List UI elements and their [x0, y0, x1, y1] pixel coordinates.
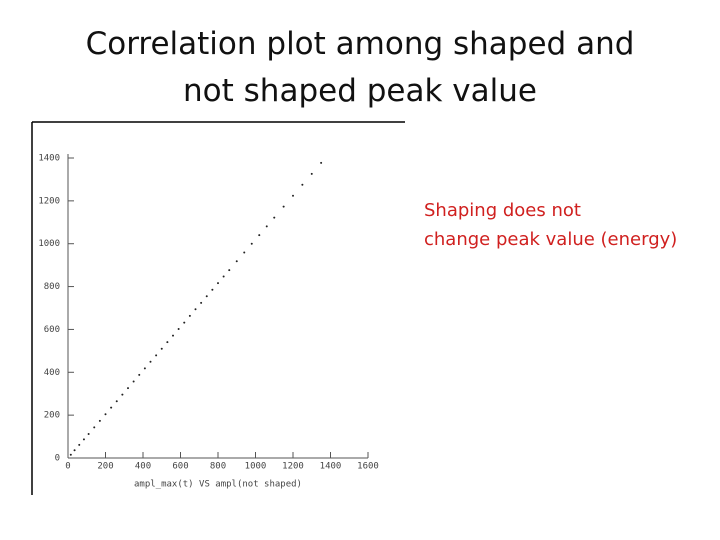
- x-tick-label: 800: [210, 462, 226, 472]
- point: [127, 387, 129, 390]
- point: [258, 234, 261, 237]
- point: [69, 453, 72, 456]
- x-axis-label: ampl_max(t) VS ampl(not shaped): [134, 480, 302, 490]
- point: [194, 308, 197, 311]
- y-tick-label: 1400: [38, 154, 60, 164]
- point: [132, 380, 135, 383]
- point: [292, 194, 294, 197]
- point: [110, 406, 113, 409]
- annotation: Shaping does not: [424, 200, 581, 221]
- point: [301, 183, 304, 186]
- point: [78, 443, 81, 446]
- point: [273, 216, 276, 219]
- point: [82, 438, 85, 441]
- y-tick-label: 200: [44, 411, 60, 421]
- point: [87, 433, 90, 435]
- point: [222, 275, 225, 278]
- point: [200, 301, 203, 304]
- point: [98, 419, 101, 422]
- x-tick-label: 1400: [320, 462, 342, 472]
- x-tick-label: 1200: [282, 462, 304, 472]
- point: [211, 288, 214, 291]
- point: [235, 260, 238, 263]
- x-tick-label: 600: [172, 462, 188, 472]
- point: [320, 161, 323, 164]
- point: [183, 321, 186, 324]
- x-tick-label: 400: [135, 462, 151, 472]
- point: [138, 373, 141, 376]
- y-tick-label: 400: [44, 368, 60, 378]
- point: [104, 413, 107, 416]
- point: [177, 328, 180, 330]
- y-tick-label: 600: [44, 325, 60, 335]
- point: [121, 393, 124, 396]
- title-line: not shaped peak value: [183, 73, 537, 109]
- point: [149, 360, 152, 363]
- point: [155, 354, 158, 357]
- point: [282, 205, 285, 208]
- point: [73, 449, 76, 452]
- point: [205, 295, 208, 298]
- point: [228, 269, 231, 272]
- point: [143, 367, 146, 370]
- point: [217, 282, 219, 285]
- point: [160, 347, 163, 350]
- point: [310, 172, 313, 175]
- annotation: change peak value (energy): [424, 229, 678, 250]
- point: [93, 426, 96, 429]
- point: [115, 400, 118, 403]
- point: [172, 334, 174, 337]
- x-tick-label: 1000: [245, 462, 267, 472]
- point: [250, 242, 253, 245]
- title-line: Correlation plot among shaped and: [85, 26, 635, 62]
- y-tick-label: 1000: [38, 239, 60, 249]
- point: [265, 225, 268, 228]
- y-tick-label: 1200: [38, 196, 60, 206]
- x-tick-label: 200: [97, 462, 113, 472]
- y-tick-label: 0: [55, 454, 60, 464]
- x-tick-label: 1600: [357, 462, 379, 472]
- point: [243, 251, 246, 254]
- point: [188, 314, 191, 317]
- point: [166, 341, 169, 344]
- x-tick-label: 0: [65, 462, 70, 472]
- y-tick-label: 800: [44, 282, 60, 292]
